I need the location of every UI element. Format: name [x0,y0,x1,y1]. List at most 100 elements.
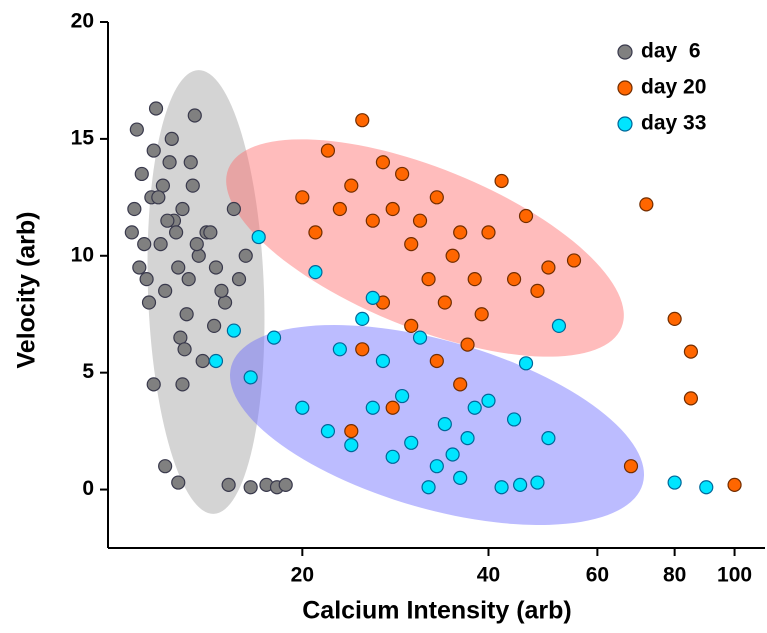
point [171,260,186,275]
point [412,213,428,228]
point [667,475,682,490]
point [437,295,452,310]
point [231,272,247,287]
point [518,356,534,371]
point [214,283,229,298]
point [175,377,190,392]
y-tick-label: 5 [82,360,94,383]
point [453,377,468,392]
point [453,225,468,240]
point [683,391,699,406]
point [404,435,419,450]
point [160,213,175,228]
point [243,480,258,495]
point [421,272,436,287]
point [187,108,202,123]
x-axis-label: Calcium Intensity (arb) [302,597,572,625]
point [506,412,522,427]
legend-marker [617,80,633,96]
point [127,201,142,217]
point [375,353,391,369]
point [171,475,186,490]
point [332,201,347,217]
point [308,225,323,240]
legend-label: day 20 [641,76,706,99]
point [243,370,258,385]
point [541,260,556,275]
cluster-day33 [229,325,645,525]
point [404,318,419,334]
point [151,190,166,205]
point [208,260,224,275]
point [266,330,282,345]
point [395,388,410,404]
point [164,131,179,146]
point [530,283,545,298]
point [251,229,266,245]
point [226,201,241,217]
point [513,477,528,492]
point [474,307,489,322]
point [191,248,206,263]
point [437,416,452,432]
point [129,122,144,137]
point [355,113,370,128]
point [146,377,161,392]
point [185,178,200,193]
point [203,225,218,240]
point [179,307,194,322]
x-tick-label: 40 [477,564,500,587]
point [683,344,699,359]
legend-label: day 33 [641,112,706,135]
point [467,272,482,287]
y-tick-label: 15 [71,126,95,149]
point [295,190,310,205]
point [481,393,496,408]
point [308,265,323,280]
point [494,173,509,189]
point [375,155,391,170]
point [365,213,380,228]
point [518,208,534,224]
y-tick-label: 0 [82,477,94,500]
point [667,311,682,326]
point [530,475,545,490]
legend-marker [617,44,633,60]
point [412,330,428,345]
y-tick-label: 20 [71,10,94,33]
y-tick-label: 10 [71,243,94,266]
point [541,431,556,446]
point [183,155,198,170]
point [385,201,400,217]
cluster-day6 [147,70,265,514]
point [481,225,496,240]
point [208,353,224,369]
point [344,424,359,439]
point [404,236,419,252]
point [344,178,359,193]
point [421,480,436,495]
x-tick-label: 20 [291,564,314,587]
point [332,342,347,357]
point [177,342,192,357]
point [429,459,444,474]
point [148,101,164,116]
y-axis-label: Velocity (arb) [13,212,41,369]
point [429,190,444,205]
point [169,225,184,240]
x-tick-label: 60 [586,564,609,587]
point [278,477,293,492]
point [217,295,233,310]
legend-label: day 6 [641,40,701,63]
point [385,400,400,415]
point [699,480,714,495]
point [385,449,400,464]
point [365,290,380,305]
point [395,166,410,182]
point [175,201,190,217]
point [445,447,460,462]
point [141,295,157,310]
point [207,318,222,334]
point [355,342,370,357]
point [460,337,475,352]
